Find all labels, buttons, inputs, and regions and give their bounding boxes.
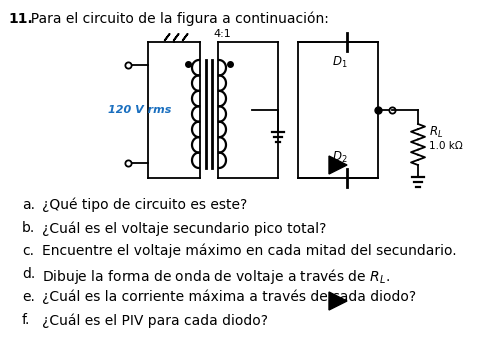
Text: $R_L$: $R_L$ — [429, 125, 443, 140]
Text: $D_1$: $D_1$ — [332, 55, 348, 70]
Text: ¿Cuál es el voltaje secundario pico total?: ¿Cuál es el voltaje secundario pico tota… — [42, 221, 326, 236]
Text: ¿Qué tipo de circuito es este?: ¿Qué tipo de circuito es este? — [42, 198, 247, 213]
Text: f.: f. — [22, 313, 30, 327]
Text: b.: b. — [22, 221, 35, 235]
Text: e.: e. — [22, 290, 35, 304]
Text: 11.: 11. — [8, 12, 33, 26]
Text: 4:1: 4:1 — [213, 29, 231, 39]
Polygon shape — [329, 156, 347, 174]
Text: $D_2$: $D_2$ — [332, 150, 348, 165]
Text: 1.0 kΩ: 1.0 kΩ — [429, 141, 463, 151]
Text: Encuentre el voltaje máximo en cada mitad del secundario.: Encuentre el voltaje máximo en cada mita… — [42, 244, 457, 259]
Text: c.: c. — [22, 244, 34, 258]
Text: ¿Cuál es la corriente máxima a través de cada diodo?: ¿Cuál es la corriente máxima a través de… — [42, 290, 416, 305]
Text: d.: d. — [22, 267, 35, 281]
Polygon shape — [329, 292, 347, 310]
Text: 120 V rms: 120 V rms — [108, 105, 171, 115]
Text: ¿Cuál es el PIV para cada diodo?: ¿Cuál es el PIV para cada diodo? — [42, 313, 268, 328]
Text: Dibuje la forma de onda de voltaje a través de $R_L$.: Dibuje la forma de onda de voltaje a tra… — [42, 267, 390, 286]
Text: a.: a. — [22, 198, 35, 212]
Text: Para el circuito de la figura a continuación:: Para el circuito de la figura a continua… — [22, 12, 329, 26]
